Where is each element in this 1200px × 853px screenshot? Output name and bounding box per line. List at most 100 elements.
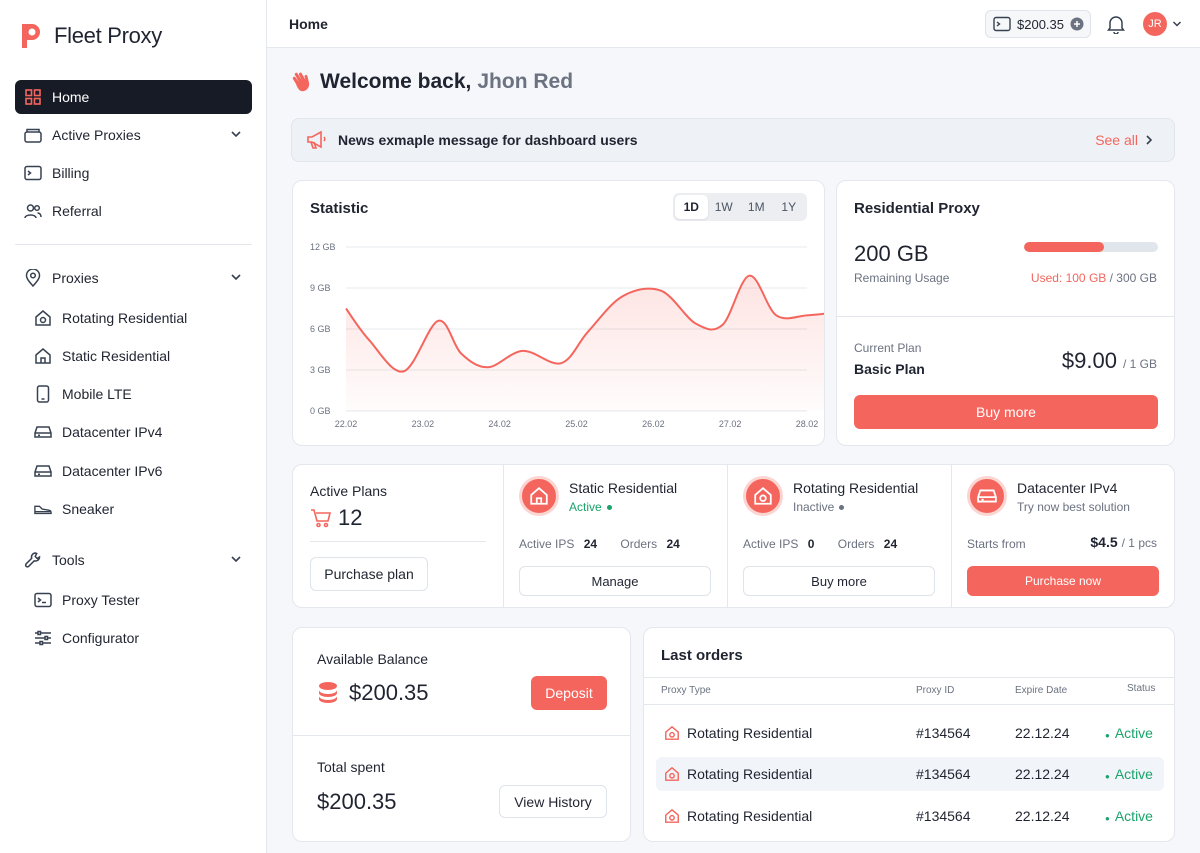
price-unit: / 1 GB — [1122, 357, 1157, 371]
deposit-button[interactable]: Deposit — [531, 676, 607, 710]
range-1d[interactable]: 1D — [675, 195, 708, 219]
x-tick-label: 25.02 — [565, 419, 588, 429]
sliders-icon — [34, 629, 52, 647]
chevron-down-icon[interactable] — [230, 271, 242, 283]
chevron-right-icon — [1146, 135, 1153, 145]
sidebar-item-mobile-lte[interactable]: Mobile LTE — [34, 378, 252, 410]
sidebar-item-rotating-residential[interactable]: Rotating Residential — [34, 302, 252, 334]
brand-name: Fleet Proxy — [54, 23, 162, 48]
table-row[interactable]: Rotating Residential #134564 22.12.24 ● A… — [656, 716, 1164, 750]
sidebar-item-tools[interactable]: Tools — [15, 543, 252, 577]
static-status: Active — [569, 500, 612, 514]
home-icon — [34, 347, 52, 365]
chevron-down-icon[interactable] — [1172, 19, 1182, 29]
avatar[interactable]: JR — [1143, 12, 1167, 36]
see-all-label: See all — [1095, 132, 1138, 148]
sneaker-icon — [34, 500, 52, 518]
total-label: / 300 GB — [1109, 271, 1157, 285]
rotating-buy-more-button[interactable]: Buy more — [743, 566, 935, 596]
y-tick-label: 3 GB — [310, 365, 331, 375]
ips-value: 24 — [583, 537, 598, 551]
orders-label: Orders — [837, 537, 875, 551]
series-area — [346, 275, 824, 411]
buy-more-button[interactable]: Buy more — [854, 395, 1158, 429]
series-line — [345, 274, 824, 373]
range-1m[interactable]: 1M — [747, 200, 765, 214]
manage-button[interactable]: Manage — [519, 566, 711, 596]
card-divider — [293, 735, 630, 736]
status-dot — [839, 505, 845, 511]
sidebar-item-datacenter-ipv4[interactable]: Datacenter IPv4 — [34, 416, 252, 448]
cell-type: Rotating Residential — [687, 808, 813, 824]
user-name: Jhon Red — [477, 70, 574, 93]
sidebar-item-billing[interactable]: Billing — [15, 156, 252, 190]
see-all-link[interactable]: See all — [1095, 132, 1154, 148]
sidebar-item-configurator[interactable]: Configurator — [34, 622, 252, 654]
range-1w[interactable]: 1W — [714, 200, 733, 214]
usage-progress-bar — [1024, 242, 1158, 252]
server-icon — [34, 462, 52, 480]
waving-hand-icon — [290, 70, 314, 94]
sidebar-item-proxy-tester[interactable]: Proxy Tester — [34, 584, 252, 616]
sidebar-item-label: Datacenter IPv4 — [62, 424, 163, 440]
cell-expire: 22.12.24 — [1015, 808, 1070, 824]
sidebar-item-datacenter-ipv6[interactable]: Datacenter IPv6 — [34, 455, 252, 487]
sidebar-item-sneaker[interactable]: Sneaker — [34, 493, 252, 525]
cell-type: Rotating Residential — [687, 766, 813, 782]
table-divider — [644, 677, 1174, 678]
users-icon — [24, 202, 42, 220]
sidebar-item-proxies[interactable]: Proxies — [15, 261, 252, 295]
total-spent-label: Total spent — [317, 759, 385, 775]
ips-label: Active IPS — [743, 537, 799, 551]
x-tick-label: 26.02 — [642, 419, 665, 429]
rotating-home-icon — [665, 725, 679, 740]
last-orders-title: Last orders — [661, 647, 743, 664]
column-divider — [951, 465, 952, 607]
divider — [310, 541, 486, 542]
last-orders-card: Last orders Proxy Type Proxy ID Expire D… — [643, 627, 1175, 842]
table-row[interactable]: Rotating Residential #134564 22.12.24 ● A… — [656, 799, 1164, 833]
add-circle-icon[interactable] — [1070, 17, 1084, 31]
datacenter-price: $4.5 / 1 pcs — [1090, 534, 1157, 550]
residential-proxy-card: Residential Proxy 200 GB Remaining Usage… — [836, 180, 1175, 446]
table-row[interactable]: Rotating Residential #134564 22.12.24 ● A… — [656, 757, 1164, 791]
sidebar-item-active-proxies[interactable]: Active Proxies — [15, 118, 252, 152]
status-text: Active — [1114, 766, 1153, 782]
card-divider — [837, 316, 1174, 317]
available-balance: $200.35 — [317, 680, 429, 706]
rotating-residential-badge — [743, 476, 783, 516]
bell-icon[interactable] — [1107, 14, 1125, 34]
chevron-down-icon[interactable] — [230, 553, 242, 565]
brand-logo[interactable]: Fleet Proxy — [18, 20, 162, 52]
orders-value: 24 — [666, 537, 680, 551]
y-tick-label: 9 GB — [310, 283, 331, 293]
datacenter-title: Datacenter IPv4 — [1017, 480, 1118, 496]
purchase-now-button[interactable]: Purchase now — [967, 566, 1159, 596]
balance-pill[interactable]: $200.35 — [985, 10, 1091, 38]
chevron-down-icon[interactable] — [230, 128, 242, 140]
fleet-logo-icon — [22, 24, 40, 48]
cell-expire: 22.12.24 — [1015, 725, 1070, 741]
cell-type: Rotating Residential — [687, 725, 813, 741]
wallet-icon — [993, 16, 1011, 32]
table-divider — [644, 704, 1174, 705]
sidebar-item-home[interactable]: Home — [15, 80, 252, 114]
statistic-title: Statistic — [310, 200, 369, 217]
rotating-home-icon — [754, 487, 772, 505]
purchase-plan-button[interactable]: Purchase plan — [310, 557, 428, 591]
range-1y[interactable]: 1Y — [781, 200, 797, 214]
sidebar-item-referral[interactable]: Referral — [15, 194, 252, 228]
sidebar-item-label: Proxy Tester — [62, 592, 140, 608]
cell-status: ● Active — [1105, 725, 1153, 741]
plan-price: $9.00 / 1 GB — [1062, 348, 1157, 374]
datacenter-badge — [967, 476, 1007, 516]
terminal-icon — [34, 591, 52, 609]
map-pin-icon — [24, 269, 42, 287]
status-text: Active — [569, 500, 602, 514]
x-tick-label: 27.02 — [719, 419, 742, 429]
news-banner: News exmaple message for dashboard users… — [291, 118, 1175, 162]
x-tick-label: 23.02 — [412, 419, 435, 429]
view-history-button[interactable]: View History — [499, 785, 607, 818]
cell-status: ● Active — [1105, 766, 1153, 782]
sidebar-item-static-residential[interactable]: Static Residential — [34, 340, 252, 372]
